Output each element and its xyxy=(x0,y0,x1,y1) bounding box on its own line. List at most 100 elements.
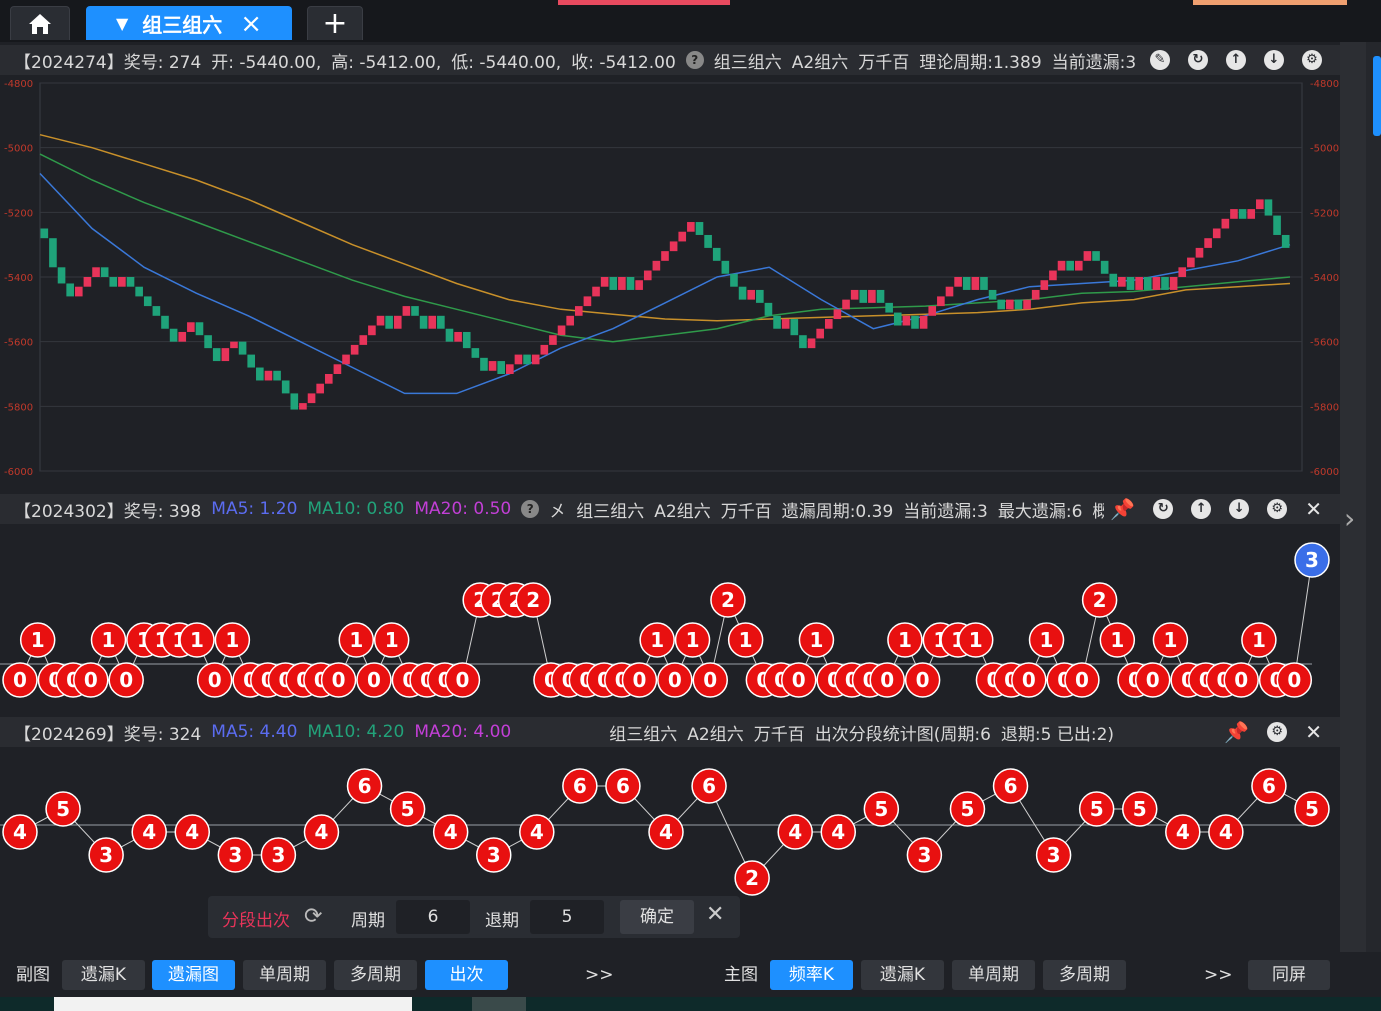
renko-brick xyxy=(419,315,428,329)
pin-icon[interactable]: 📌 xyxy=(1110,497,1136,521)
chevron-right-icon[interactable]: › xyxy=(1344,502,1356,535)
close-icon[interactable]: ✕ xyxy=(1305,720,1322,744)
renko-brick xyxy=(445,328,454,342)
value-ball xyxy=(957,622,994,658)
renko-brick xyxy=(1238,209,1247,219)
renko-brick xyxy=(876,289,885,303)
value-ball xyxy=(780,662,817,698)
renko-brick xyxy=(402,306,411,316)
renko-brick xyxy=(583,296,592,307)
refresh-icon[interactable]: ⟳ xyxy=(304,904,323,929)
renko-brick xyxy=(1100,260,1109,274)
segment-label[interactable]: 分段出次 xyxy=(222,911,290,931)
arrow-up-icon[interactable]: ↑ xyxy=(1226,50,1246,70)
bot-header-ma10: MA10: 4.20 xyxy=(307,722,405,742)
value-ball-label: 5 xyxy=(961,797,975,821)
renko-brick xyxy=(143,296,152,307)
value-ball xyxy=(1241,622,1277,658)
sub-button[interactable]: 单周期 xyxy=(243,960,326,990)
period-input[interactable]: 6 xyxy=(396,900,470,934)
renko-brick xyxy=(540,344,549,355)
value-ball-label: 1 xyxy=(739,628,753,652)
mid-header-type: 组三组六 xyxy=(576,501,645,522)
close-tab-icon[interactable]: × xyxy=(240,8,263,39)
renko-brick xyxy=(1204,238,1212,248)
arrow-down-icon[interactable]: ↓ xyxy=(1264,50,1284,70)
value-ball-label: 4 xyxy=(444,820,458,844)
help-icon[interactable]: ? xyxy=(521,500,540,518)
sub-button[interactable]: 出次 xyxy=(425,960,508,990)
confirm-button[interactable]: 确定 xyxy=(620,900,694,934)
renko-brick xyxy=(574,306,583,316)
value-ball-label: 3 xyxy=(99,843,113,867)
mid-header-pos: 万千百 xyxy=(720,501,772,522)
close-icon[interactable]: ✕ xyxy=(706,902,725,927)
settings-icon[interactable]: ⚙ xyxy=(1267,499,1288,519)
value-ball xyxy=(1251,768,1287,804)
renko-brick xyxy=(307,393,316,404)
refresh-icon[interactable]: ↻ xyxy=(1153,499,1174,519)
mid-chart[interactable]: 0100010111101000000101000022220000001010… xyxy=(0,526,1340,710)
help-icon[interactable]: ? xyxy=(685,51,704,69)
value-ball xyxy=(949,791,986,827)
renko-brick xyxy=(626,277,635,290)
same-screen-button[interactable]: 同屏 xyxy=(1248,960,1330,990)
main-button[interactable]: 多周期 xyxy=(1043,960,1126,990)
settings-icon[interactable]: ⚙ xyxy=(1302,50,1322,70)
y-tick-right: -5200 xyxy=(1310,208,1339,219)
sub-button[interactable]: 遗漏K xyxy=(62,960,145,990)
arrow-up-icon[interactable]: ↑ xyxy=(1191,499,1212,519)
renko-brick xyxy=(1049,270,1057,281)
taskbar-app[interactable] xyxy=(472,997,526,1011)
refresh-icon[interactable]: ↻ xyxy=(1188,50,1208,70)
mid-header-ma5: MA5: 1.20 xyxy=(211,499,298,519)
arrow-down-icon[interactable]: ↓ xyxy=(1229,499,1250,519)
right-side-panel: › xyxy=(1340,42,1381,952)
back-input[interactable]: 5 xyxy=(530,900,604,934)
main-button[interactable]: 单周期 xyxy=(952,960,1035,990)
scrollbar-track[interactable] xyxy=(1340,42,1366,952)
ma-line xyxy=(39,172,1291,395)
renko-brick xyxy=(178,331,187,342)
more-sub-button[interactable]: >> xyxy=(585,965,614,985)
home-tab[interactable] xyxy=(10,6,70,40)
value-ball xyxy=(73,662,109,698)
renko-brick xyxy=(1006,299,1014,310)
value-ball-label: 6 xyxy=(573,774,587,798)
main-button[interactable]: 遗漏K xyxy=(861,960,944,990)
more-main-button[interactable]: >> xyxy=(1204,965,1233,985)
renko-brick xyxy=(247,354,256,368)
y-tick-left: -5200 xyxy=(4,208,33,219)
renko-brick xyxy=(1281,234,1290,248)
taskbar-search[interactable] xyxy=(54,997,412,1011)
renko-brick xyxy=(902,315,911,326)
edit-icon[interactable]: ✎ xyxy=(1150,50,1170,70)
main-chart[interactable]: -4800 -4800 -5000 -5000 -5200 -5200 -5400 -5400… xyxy=(0,75,1340,485)
settings-icon[interactable]: ⚙ xyxy=(1267,722,1288,742)
renko-brick xyxy=(1066,260,1074,271)
value-ball xyxy=(1035,837,1072,873)
sub-button[interactable]: 遗漏图 xyxy=(152,960,235,990)
renko-brick xyxy=(764,302,773,316)
bot-header-type: 组三组六 xyxy=(609,724,678,745)
renko-brick xyxy=(385,315,393,329)
chevron-down-icon[interactable]: ▼ xyxy=(115,14,129,33)
value-ball-label: 5 xyxy=(874,797,888,821)
value-ball-label: 5 xyxy=(1133,797,1147,821)
add-tab-button[interactable]: + xyxy=(307,6,363,40)
main-header-miss: 当前遗漏:3 xyxy=(1051,52,1137,73)
renko-brick xyxy=(807,338,816,349)
main-button[interactable]: 频率K xyxy=(770,960,853,990)
value-ball xyxy=(320,662,357,698)
renko-brick xyxy=(221,348,230,362)
close-icon[interactable]: ✕ xyxy=(1305,497,1322,521)
tab-active[interactable]: ▼ 组三组六 × xyxy=(86,6,292,40)
renko-brick xyxy=(333,364,342,374)
main-header-issue: 【2024274】奖号: 274 xyxy=(14,52,202,73)
value-ball xyxy=(1011,662,1047,698)
home-icon xyxy=(29,13,51,34)
bot-chart[interactable]: 4 5 3 4 4 3 3 4 6 5 4 3 4 6 6 4 6 2 4 4 5 3 5 6 3 5 5 4 4 6 5 xyxy=(0,750,1340,898)
value-ball xyxy=(131,814,167,850)
pin-icon[interactable]: 📌 xyxy=(1224,720,1250,744)
sub-button[interactable]: 多周期 xyxy=(334,960,417,990)
